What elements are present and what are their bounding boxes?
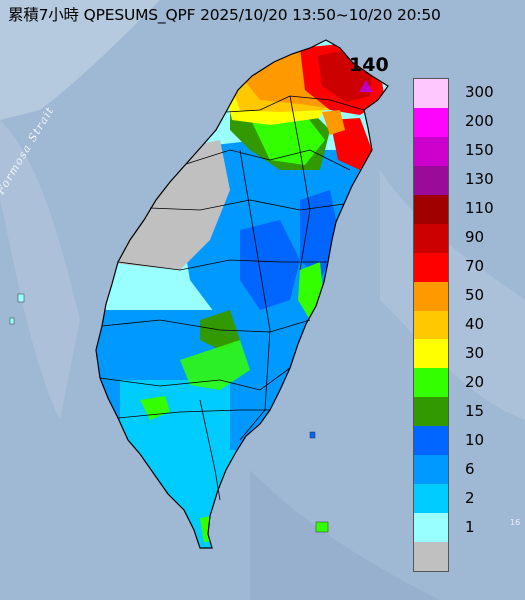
sea-texture-2: [0, 120, 80, 420]
legend-tick-label: 40: [465, 315, 485, 333]
boundary-5: [101, 319, 311, 333]
legend-swatch: [414, 165, 448, 196]
boundary-2: [185, 149, 351, 171]
island-outline: [95, 39, 389, 549]
boundary-6: [99, 367, 291, 391]
islands: [9, 293, 329, 533]
boundary-9: [289, 95, 311, 271]
legend-swatch: [414, 107, 448, 138]
county-boundaries: [99, 95, 365, 501]
penghu-island-2: [9, 317, 15, 325]
boundary-8: [239, 149, 271, 441]
legend-tick-label: 150: [465, 141, 494, 160]
rain-orange-east: [322, 110, 345, 135]
legend-tick-label: 20: [465, 372, 485, 391]
legend-swatch: [414, 484, 448, 514]
legend-swatch: [414, 79, 448, 109]
boundary-4: [117, 259, 328, 271]
legend-swatch: [414, 513, 448, 543]
legend-tick-label: 50: [465, 286, 485, 305]
legend-tick-label: 1: [465, 517, 475, 536]
max-value-label: 140: [349, 54, 389, 76]
legend-tick-label: 300: [465, 83, 494, 102]
legend-swatch: [414, 194, 448, 225]
legend-tick-label: 2: [465, 488, 475, 507]
legend-tick-label: 10: [465, 430, 485, 449]
legend-tick-label: 90: [465, 228, 485, 247]
green-island: [315, 521, 329, 533]
boundary-10: [199, 399, 221, 501]
boundary-7: [117, 409, 270, 419]
legend-swatch: [414, 455, 448, 485]
legend-swatch: [414, 310, 448, 340]
legend-swatch: [414, 368, 448, 398]
legend-tick-label: 130: [465, 170, 494, 189]
legend-swatch: [414, 542, 448, 572]
sea-texture-4: [0, 0, 160, 120]
legend-swatch: [414, 339, 448, 369]
rain-blue3-patch: [240, 220, 300, 310]
legend-tick-label: 110: [465, 199, 494, 218]
boundary-3: [149, 199, 345, 211]
legend-tick-label: 15: [465, 401, 485, 420]
legend-swatch: [414, 397, 448, 427]
legend-swatch: [414, 281, 448, 312]
legend-swatch: [414, 223, 448, 254]
rain-green-central-2: [180, 340, 250, 390]
legend-tick-label: 6: [465, 459, 475, 478]
sea-texture-3: [250, 470, 440, 600]
legend-swatch: [414, 426, 448, 456]
corner-label: 16: [510, 518, 521, 527]
legend-tick-label: 30: [465, 343, 485, 362]
map-title: 累積7小時 QPESUMS_QPF 2025/10/20 13:50~10/20…: [8, 6, 441, 24]
legend-swatch: [414, 252, 448, 283]
lanyu-island: [309, 431, 316, 439]
legend-tick-label: 70: [465, 257, 485, 276]
legend-colorbar: [413, 78, 449, 572]
legend-swatch: [414, 136, 448, 167]
legend-tick-label: 200: [465, 112, 494, 131]
max-triangle-icon: [359, 80, 373, 92]
penghu-island-1: [17, 293, 25, 303]
